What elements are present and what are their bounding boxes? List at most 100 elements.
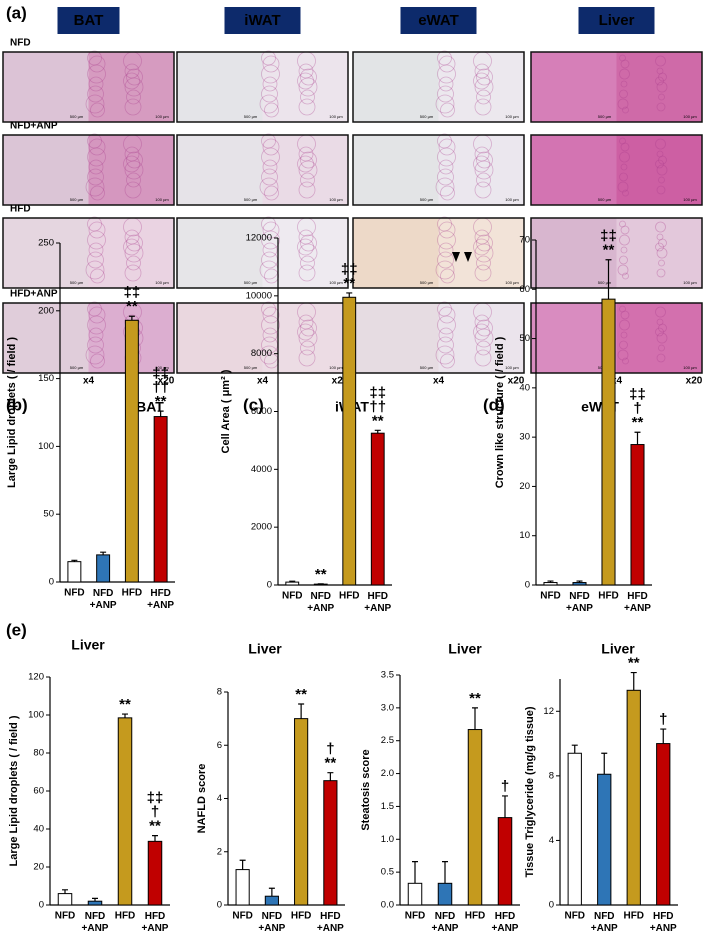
micrograph-x4	[177, 52, 263, 122]
x-tick-label: NFD	[55, 911, 76, 922]
cell-texture	[126, 234, 143, 252]
micrograph-x4	[3, 303, 89, 373]
bar	[87, 900, 103, 906]
micrograph-x20	[438, 218, 524, 288]
cell-texture	[476, 68, 493, 86]
text-line: HFD	[367, 591, 388, 602]
y-axis-label: Large Lipid droplets ( / field )	[8, 715, 20, 866]
text-line: +ANP	[82, 923, 109, 934]
micrograph-frame	[2, 217, 175, 289]
error-bar	[502, 795, 508, 818]
column-header: Liver	[599, 12, 635, 29]
cell-texture	[656, 185, 666, 195]
scale-bar-label: 100 µm	[505, 197, 519, 202]
bar	[285, 581, 300, 586]
cell-texture	[658, 344, 665, 352]
cell-texture	[126, 68, 143, 86]
cell-texture	[438, 306, 456, 324]
x-tick-label: NFD +ANP	[258, 911, 285, 934]
cell-texture	[656, 332, 668, 344]
bar	[567, 752, 582, 906]
cell-texture	[437, 230, 456, 250]
scale-bar-label: 100 µm	[505, 365, 519, 370]
cell-texture	[437, 336, 454, 354]
cell-texture	[619, 68, 630, 80]
cell-texture	[124, 181, 142, 199]
cell-texture	[617, 264, 629, 276]
x-tick-label: NFD +ANP	[82, 911, 109, 934]
cell-texture	[474, 146, 490, 162]
text-line: NFD	[85, 911, 106, 922]
bar	[656, 743, 671, 906]
cell-texture	[262, 242, 278, 258]
cell-texture	[656, 81, 668, 93]
scale-bar-label: 500 µm	[420, 114, 434, 119]
y-tick-label: 8	[549, 770, 554, 781]
y-tick-label: 120	[28, 672, 44, 683]
micrograph-x20	[438, 52, 524, 122]
text-line: HFD	[495, 911, 516, 922]
text-line: **	[632, 414, 644, 431]
text-line: ‡‡	[124, 284, 141, 301]
cell-texture	[437, 301, 452, 317]
micrograph-frame	[530, 134, 703, 206]
y-axis-label: Large Lipid droplets ( / field )	[6, 337, 18, 488]
micrograph-x4	[177, 218, 263, 288]
y-tick-label: 0.5	[381, 867, 394, 878]
error-bar	[660, 728, 667, 744]
error-bar	[605, 259, 612, 300]
error-bar	[630, 671, 637, 691]
cell-texture	[85, 345, 105, 365]
significance-label: **	[315, 566, 327, 583]
cell-texture	[438, 159, 454, 175]
bar	[294, 718, 309, 906]
y-tick-label: 200	[38, 305, 54, 316]
cell-texture	[87, 315, 106, 335]
bar	[370, 432, 385, 586]
cell-texture	[126, 151, 143, 169]
micrograph-frame	[2, 51, 175, 123]
cell-texture	[126, 89, 141, 105]
row-label: HFD+ANP	[10, 289, 58, 300]
text-line: +ANP	[591, 923, 618, 934]
cell-texture	[264, 102, 279, 118]
x-tick-label: NFD	[564, 911, 585, 922]
text-line: HFD	[653, 911, 674, 922]
cell-texture	[123, 238, 140, 256]
scale-bar-label: 500 µm	[420, 365, 434, 370]
cell-texture	[620, 331, 628, 339]
micrograph-x20	[262, 52, 348, 122]
y-axis-label: Crown like structure ( / field )	[494, 336, 506, 488]
cell-texture	[261, 85, 278, 103]
text-line: NFD	[435, 911, 456, 922]
micrograph-frame	[352, 134, 525, 206]
scale-bar-label: 500 µm	[70, 365, 84, 370]
magnification-label: x4	[611, 376, 623, 387]
cell-texture	[658, 93, 665, 101]
bar	[437, 882, 453, 906]
cell-texture	[619, 54, 626, 62]
x-tick-label: NFD	[282, 591, 303, 602]
cell-texture	[440, 185, 455, 201]
significance-label: ‡‡ †† **	[369, 384, 386, 429]
scale-bar-label: 500 µm	[420, 280, 434, 285]
cell-texture	[300, 151, 317, 169]
y-tick-label: 1.5	[381, 801, 394, 812]
cell-texture	[620, 310, 630, 320]
y-tick-label: 10000	[246, 290, 272, 301]
cell-texture	[619, 137, 626, 145]
cell-texture	[474, 349, 492, 367]
x-tick-label: HFD	[122, 588, 143, 599]
cell-texture	[261, 301, 276, 317]
cell-texture	[476, 319, 493, 337]
micrograph-x20	[616, 218, 702, 288]
scale-bar-label: 500 µm	[598, 197, 612, 202]
cell-texture	[85, 260, 105, 280]
micrograph-frame	[176, 134, 349, 206]
y-tick-label: 40	[519, 382, 530, 393]
error-bar	[442, 861, 448, 884]
x-tick-label: NFD	[64, 588, 85, 599]
error-bar	[346, 292, 353, 298]
cell-texture	[619, 305, 626, 313]
error-bar	[122, 713, 128, 718]
